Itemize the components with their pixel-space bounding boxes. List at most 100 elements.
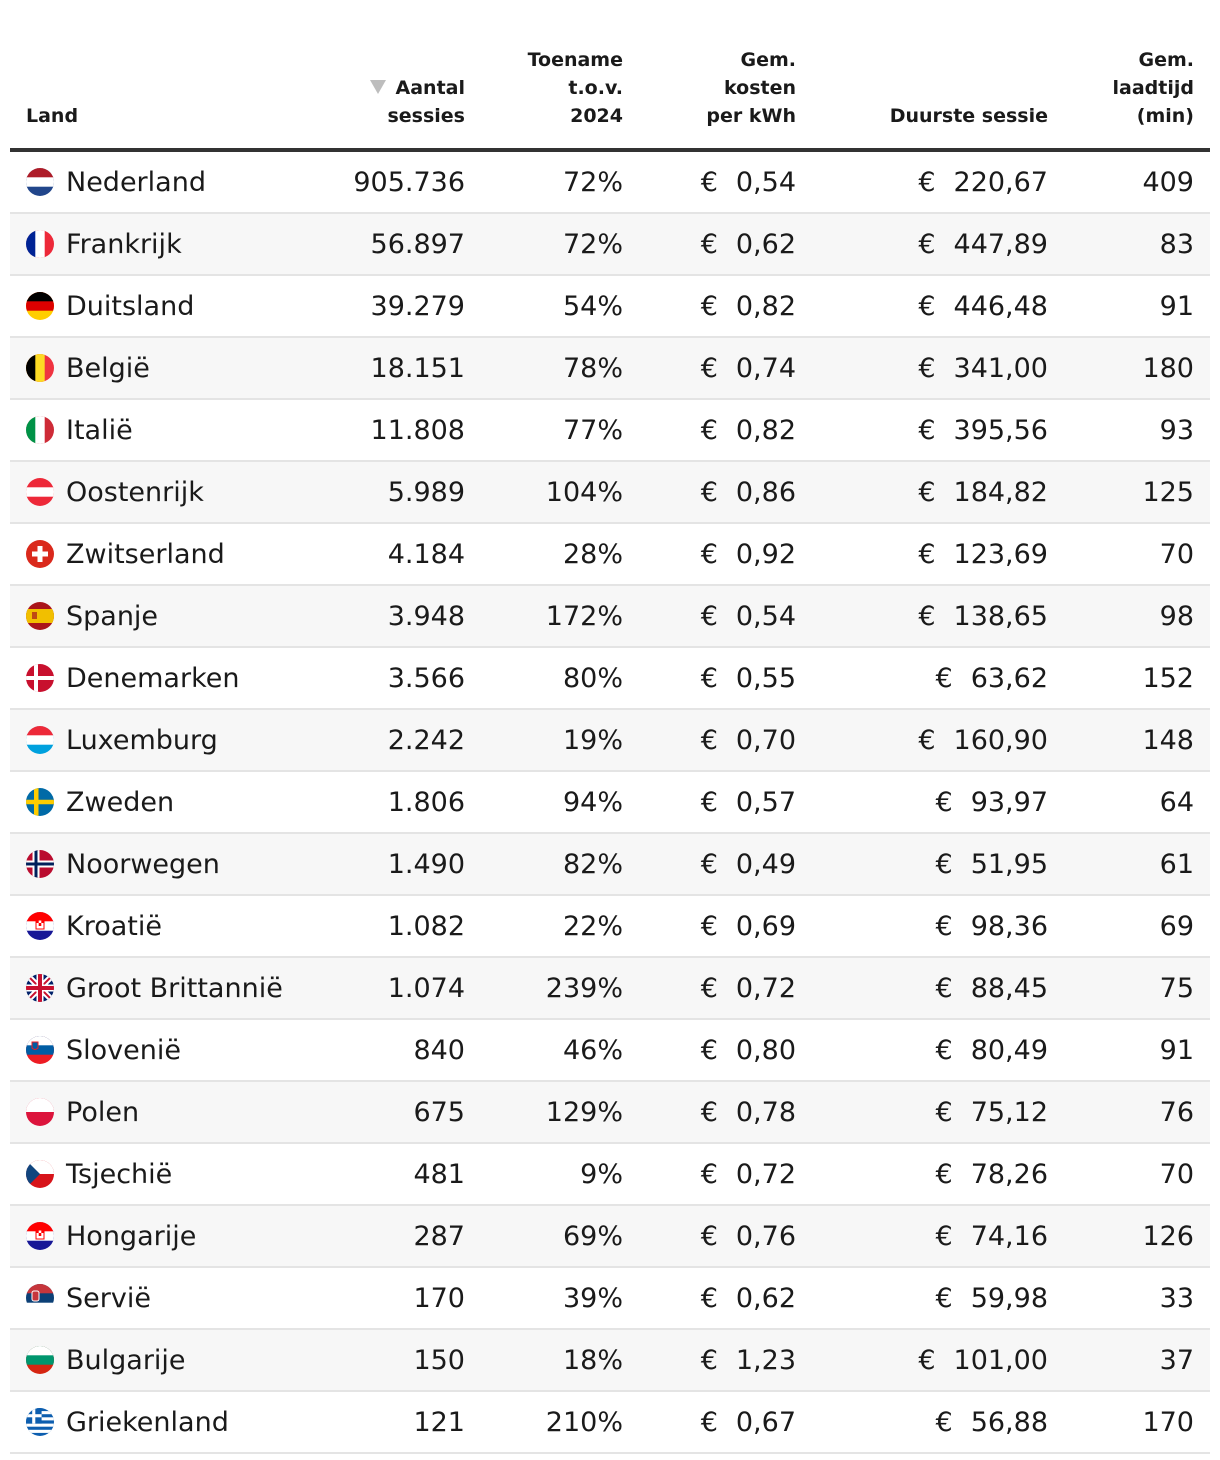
column-header-laadtijd[interactable]: Gem. laadtijd (min) — [1064, 0, 1210, 152]
kosten-amount: €0,76 — [655, 1221, 796, 1252]
toename-value: 94% — [562, 786, 623, 818]
duurste-amount: €93,97 — [828, 787, 1048, 818]
cell-kosten: €0,82 — [639, 399, 812, 462]
toename-value: 39% — [562, 1282, 623, 1314]
country-label: Frankrijk — [26, 229, 284, 260]
spain-flag-icon — [26, 602, 54, 630]
table-row: Denemarken 3.566 80% €0,55 €63,62 152 — [10, 647, 1210, 710]
header-row: Land Aantal sessies Toename t.o.v. 2024 Gem. ko… — [10, 0, 1210, 152]
toename-value: 46% — [562, 1034, 623, 1066]
column-header-land[interactable]: Land — [10, 0, 300, 152]
kosten-value: 0,92 — [735, 538, 796, 570]
charging-sessions-table: Land Aantal sessies Toename t.o.v. 2024 Gem. ko… — [10, 0, 1210, 1454]
laadtijd-value: 83 — [1159, 228, 1194, 260]
euro-sign: € — [935, 1096, 953, 1128]
euro-sign: € — [935, 1034, 953, 1066]
germany-flag-icon — [26, 292, 54, 320]
kosten-value: 0,82 — [735, 290, 796, 322]
table-row: Hongarije 287 69% €0,76 €74,16 126 — [10, 1205, 1210, 1268]
cell-sessies: 1.074 — [300, 957, 481, 1020]
column-header-kosten[interactable]: Gem. kosten per kWh — [639, 0, 812, 152]
duurste-value: 93,97 — [970, 786, 1048, 818]
cell-land: Bulgarije — [10, 1329, 300, 1392]
country-label: Zwitserland — [26, 539, 284, 570]
table-row: Italië 11.808 77% €0,82 €395,56 93 — [10, 399, 1210, 462]
kosten-value: 0,74 — [735, 352, 796, 384]
kosten-value: 0,49 — [735, 848, 796, 880]
cell-land: Frankrijk — [10, 213, 300, 276]
cell-toename: 69% — [481, 1205, 639, 1268]
euro-sign: € — [935, 848, 953, 880]
column-header-label: Gem. — [740, 49, 797, 71]
column-header-sessies[interactable]: Aantal sessies — [300, 0, 481, 152]
duurste-value: 51,95 — [970, 848, 1048, 880]
cell-duurste: €75,12 — [812, 1081, 1064, 1144]
serbia-flag-icon — [26, 1284, 54, 1312]
italy-flag-icon — [26, 416, 54, 444]
country-name: Oostenrijk — [66, 476, 204, 508]
duurste-amount: €123,69 — [828, 539, 1048, 570]
country-name: Polen — [66, 1096, 140, 1128]
country-label: Hongarije — [26, 1221, 284, 1252]
cell-land: Hongarije — [10, 1205, 300, 1268]
laadtijd-value: 37 — [1159, 1344, 1194, 1376]
laadtijd-value: 33 — [1159, 1282, 1194, 1314]
cell-toename: 239% — [481, 957, 639, 1020]
cell-laadtijd: 152 — [1064, 647, 1210, 710]
cell-duurste: €98,36 — [812, 895, 1064, 958]
country-label: Griekenland — [26, 1407, 284, 1438]
column-header-toename[interactable]: Toename t.o.v. 2024 — [481, 0, 639, 152]
greece-flag-icon — [26, 1408, 54, 1436]
cell-laadtijd: 148 — [1064, 709, 1210, 772]
sessies-value: 39.279 — [370, 290, 465, 322]
euro-sign: € — [918, 414, 936, 446]
cell-toename: 172% — [481, 585, 639, 648]
cell-laadtijd: 33 — [1064, 1267, 1210, 1330]
sessies-value: 170 — [413, 1282, 465, 1314]
kosten-value: 0,72 — [735, 972, 796, 1004]
country-label: Bulgarije — [26, 1345, 284, 1376]
toename-value: 72% — [562, 228, 623, 260]
country-name: Italië — [66, 414, 133, 446]
duurste-value: 63,62 — [970, 662, 1048, 694]
toename-value: 210% — [545, 1406, 623, 1438]
country-name: Bulgarije — [66, 1344, 186, 1376]
kosten-value: 0,69 — [735, 910, 796, 942]
euro-sign: € — [918, 166, 936, 198]
cell-sessies: 3.566 — [300, 647, 481, 710]
kosten-amount: €0,54 — [655, 601, 796, 632]
duurste-amount: €80,49 — [828, 1035, 1048, 1066]
column-header-duurste[interactable]: Duurste sessie — [812, 0, 1064, 152]
bulgaria-flag-icon — [26, 1346, 54, 1374]
duurste-value: 74,16 — [970, 1220, 1048, 1252]
cell-duurste: €341,00 — [812, 337, 1064, 400]
kosten-value: 0,62 — [735, 228, 796, 260]
slovenia-flag-icon — [26, 1036, 54, 1064]
cell-kosten: €0,54 — [639, 150, 812, 214]
sessies-value: 18.151 — [370, 352, 465, 384]
kosten-value: 0,86 — [735, 476, 796, 508]
cell-land: Italië — [10, 399, 300, 462]
duurste-amount: €101,00 — [828, 1345, 1048, 1376]
sessies-value: 840 — [413, 1034, 465, 1066]
cell-sessies: 11.808 — [300, 399, 481, 462]
kosten-amount: €0,78 — [655, 1097, 796, 1128]
sessies-value: 3.948 — [387, 600, 465, 632]
cell-laadtijd: 180 — [1064, 337, 1210, 400]
laadtijd-value: 61 — [1159, 848, 1194, 880]
cell-land: Zwitserland — [10, 523, 300, 586]
toename-value: 80% — [562, 662, 623, 694]
euro-sign: € — [935, 662, 953, 694]
column-header-label: Toename — [527, 49, 623, 71]
toename-value: 28% — [562, 538, 623, 570]
cell-laadtijd: 69 — [1064, 895, 1210, 958]
cell-duurste: €80,49 — [812, 1019, 1064, 1082]
duurste-amount: €184,82 — [828, 477, 1048, 508]
cell-laadtijd: 91 — [1064, 275, 1210, 338]
sessies-value: 1.082 — [387, 910, 465, 942]
cell-duurste: €160,90 — [812, 709, 1064, 772]
duurste-amount: €341,00 — [828, 353, 1048, 384]
cell-land: Polen — [10, 1081, 300, 1144]
toename-value: 82% — [562, 848, 623, 880]
kosten-amount: €0,54 — [655, 167, 796, 198]
